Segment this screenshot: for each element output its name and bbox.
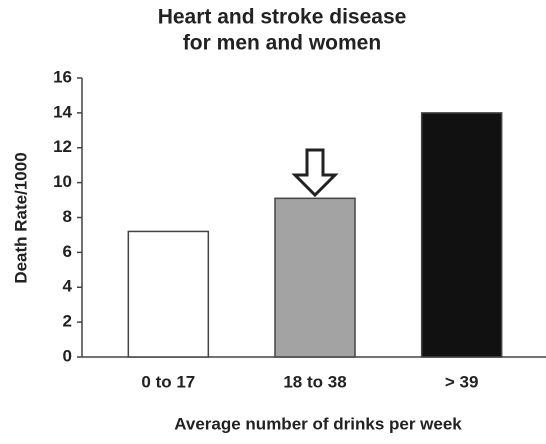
x-axis-label: Average number of drinks per week: [174, 414, 462, 433]
y-tick-label: 16: [53, 67, 72, 86]
y-tick-label: 4: [63, 277, 73, 296]
y-tick-label: 10: [53, 172, 72, 191]
x-tick-label: 0 to 17: [141, 372, 195, 391]
y-tick-label: 0: [63, 346, 72, 365]
chart-title: Heart and stroke disease: [158, 6, 407, 29]
arrow: [291, 148, 339, 198]
chart-title: for men and women: [183, 32, 381, 55]
y-tick-label: 14: [53, 102, 72, 121]
y-axis-label: Death Rate/1000: [11, 152, 30, 283]
bar: [420, 112, 503, 358]
y-tick-label: 8: [63, 207, 72, 226]
y-tick-label: 2: [63, 312, 72, 331]
y-tick-label: 12: [53, 137, 72, 156]
x-tick-label: > 39: [445, 372, 479, 391]
x-tick-label: 18 to 38: [283, 372, 346, 391]
y-tick-label: 6: [63, 242, 72, 261]
bar: [274, 197, 356, 358]
bar: [127, 230, 210, 358]
